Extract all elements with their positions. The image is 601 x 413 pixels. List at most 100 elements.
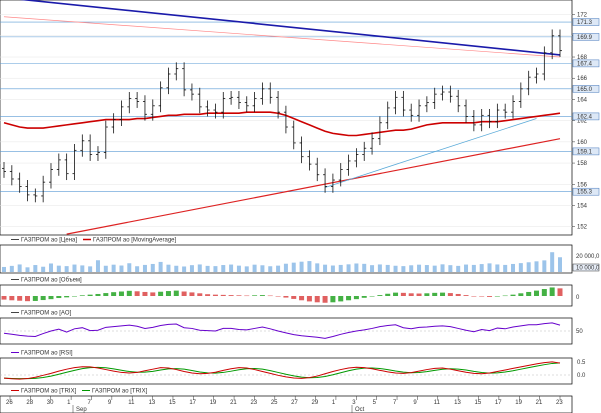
x-day-label: 28 — [26, 400, 33, 406]
ao-bar — [236, 295, 242, 296]
price-level-label: 167.4 — [577, 61, 593, 67]
price-level-badge — [572, 187, 600, 196]
ao-bar — [330, 296, 336, 303]
volume-top-label: 20 000,0 — [576, 254, 600, 260]
x-day-label: 30 — [47, 400, 54, 406]
volume-bar — [542, 260, 547, 272]
ao-bar — [275, 296, 281, 297]
x-day-label: 11 — [434, 400, 441, 406]
x-day-label: 3 — [352, 400, 356, 406]
x-day-label: 13 — [149, 400, 156, 406]
volume-bar — [534, 261, 539, 272]
x-axis: 26 28 30 1 7 9 11 13 15 17 19 21 23 25 27 29 1 3 5 7 9 11 13 15… — [6, 396, 563, 413]
rsi-mid-label: 50 — [576, 329, 583, 335]
volume-bar — [158, 261, 163, 272]
volume-bar — [558, 257, 562, 272]
ao-bar — [56, 296, 62, 299]
volume-bar — [221, 265, 226, 272]
volume-bar — [252, 264, 257, 272]
volume-bar — [471, 264, 476, 272]
volume-bar — [88, 266, 93, 272]
volume-bar — [550, 252, 555, 272]
volume-bar — [9, 265, 14, 272]
rsi-line — [3, 322, 561, 339]
volume-bar — [197, 264, 202, 272]
ao-bar — [228, 295, 234, 296]
x-day-label: 9 — [108, 400, 112, 406]
ao-bar — [111, 292, 117, 296]
ao-bar — [197, 293, 203, 296]
ao-bar — [87, 294, 93, 296]
ao-bar — [17, 296, 23, 301]
ao-bar — [502, 295, 508, 297]
x-day-label: 29 — [312, 400, 319, 406]
trendline-resistance — [19, 0, 561, 56]
volume-bar — [354, 263, 359, 272]
x-day-label: 13 — [454, 400, 461, 406]
ao-bar — [557, 288, 563, 296]
price-level-label: 169.9 — [577, 35, 593, 41]
volume-bar — [362, 263, 367, 272]
ao-panel — [0, 284, 573, 307]
moving-average — [3, 111, 561, 137]
volume-bar — [346, 264, 351, 272]
x-day-label: 21 — [536, 400, 543, 406]
volume-bar — [299, 261, 304, 272]
x-day-label: 9 — [413, 400, 417, 406]
x-day-label: 27 — [291, 400, 298, 406]
volume-bar — [330, 265, 335, 272]
legend-price: ГАЗПРОМ ао [Цена] — [21, 238, 77, 244]
price-trendlines — [3, 0, 561, 235]
moving-average-line — [3, 111, 561, 137]
volume-bar — [182, 266, 187, 272]
ao-bar — [526, 291, 532, 296]
ao-bar — [259, 295, 265, 296]
volume-bar — [464, 264, 469, 272]
volume-bar — [283, 263, 288, 272]
volume-bar — [526, 262, 531, 272]
volume-bar — [244, 266, 249, 272]
volume-bar — [323, 264, 328, 272]
volume-legend: ГАЗПРОМ ао [Объем] — [11, 278, 82, 284]
ao-bar — [541, 289, 547, 296]
ao-zero-label: 0 — [576, 295, 580, 301]
price-grid — [0, 14, 572, 227]
volume-bar — [189, 265, 194, 272]
volume-bar — [432, 265, 437, 272]
ao-bar — [385, 293, 391, 296]
ao-bar — [534, 290, 540, 296]
price-ytick-label: 162 — [577, 119, 588, 125]
ao-bar — [24, 296, 30, 302]
volume-bar — [260, 265, 265, 272]
ao-bar — [95, 293, 101, 296]
price-level-badge — [572, 147, 600, 156]
volume-bar — [503, 264, 508, 272]
ao-bar — [314, 296, 320, 303]
ao-bar — [252, 295, 258, 296]
price-ytick-label: 164 — [577, 97, 588, 103]
trendline-upper-thin — [3, 16, 561, 58]
trix-legend: ГАЗПРОМ ао [TRIX] ГАЗПРОМ ао [TRIX] — [11, 389, 148, 395]
price-level-badge — [572, 33, 600, 41]
volume-badge-text: 10 000,0 — [576, 266, 600, 272]
volume-bar — [229, 264, 234, 272]
volume-bar — [479, 264, 484, 272]
volume-bar — [495, 264, 500, 272]
volume-bar — [33, 265, 38, 272]
volume-bar — [268, 266, 273, 272]
volume-bar — [205, 265, 210, 272]
volume-bar — [409, 265, 414, 272]
legend-trix-1: ГАЗПРОМ ао [TRIX] — [21, 389, 77, 395]
x-day-label: 15 — [475, 400, 482, 406]
ao-bar — [291, 296, 297, 299]
ao-bar — [455, 293, 461, 296]
ao-bar — [181, 291, 187, 296]
price-level-badge — [572, 18, 600, 26]
price-ytick-label: 160 — [577, 140, 588, 146]
ao-bar — [189, 292, 195, 296]
ao-bar — [400, 292, 406, 296]
volume-bar — [236, 265, 241, 272]
price-candles — [2, 29, 562, 203]
price-level-label: 159.1 — [577, 149, 593, 155]
x-day-label: 25 — [271, 400, 278, 406]
